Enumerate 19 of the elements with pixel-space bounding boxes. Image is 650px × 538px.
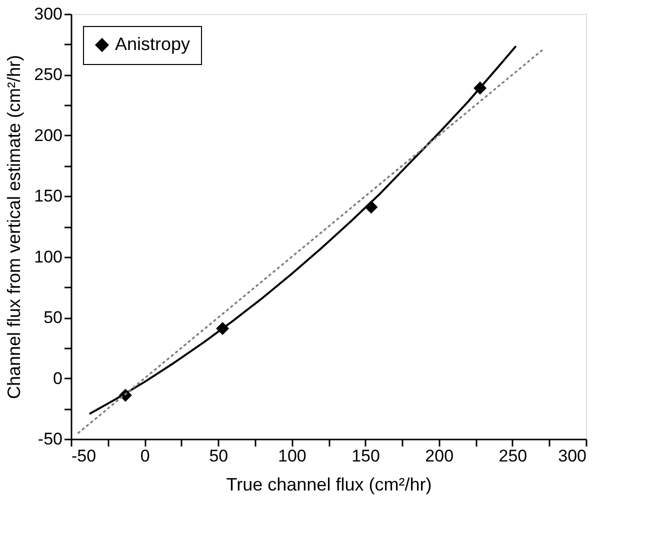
x-tick-label: 150 xyxy=(352,446,380,466)
x-axis-title: True channel flux (cm²/hr) xyxy=(226,474,432,494)
y-axis-title: Channel flux from vertical estimate (cm²/hr) xyxy=(4,54,24,400)
y-tick-label: 50 xyxy=(44,308,62,328)
y-tick-label: 150 xyxy=(34,186,62,206)
x-tick-label: -50 xyxy=(72,446,96,466)
x-tick-label: 250 xyxy=(498,446,528,466)
y-tick-label: 300 xyxy=(34,4,62,24)
x-tick-label: 200 xyxy=(425,446,454,466)
y-tick-label: 200 xyxy=(34,126,62,145)
x-tick-label: 300 xyxy=(558,446,586,466)
y-tick-label: -50 xyxy=(38,430,62,448)
x-tick-label: 0 xyxy=(140,446,150,466)
y-tick-label: 0 xyxy=(53,368,62,388)
y-tick-label: 100 xyxy=(34,247,62,266)
legend-label: Anistropy xyxy=(115,34,190,54)
y-tick-label: 250 xyxy=(34,65,62,84)
x-tick-label: 50 xyxy=(209,446,228,466)
x-tick-label: 100 xyxy=(278,446,306,466)
